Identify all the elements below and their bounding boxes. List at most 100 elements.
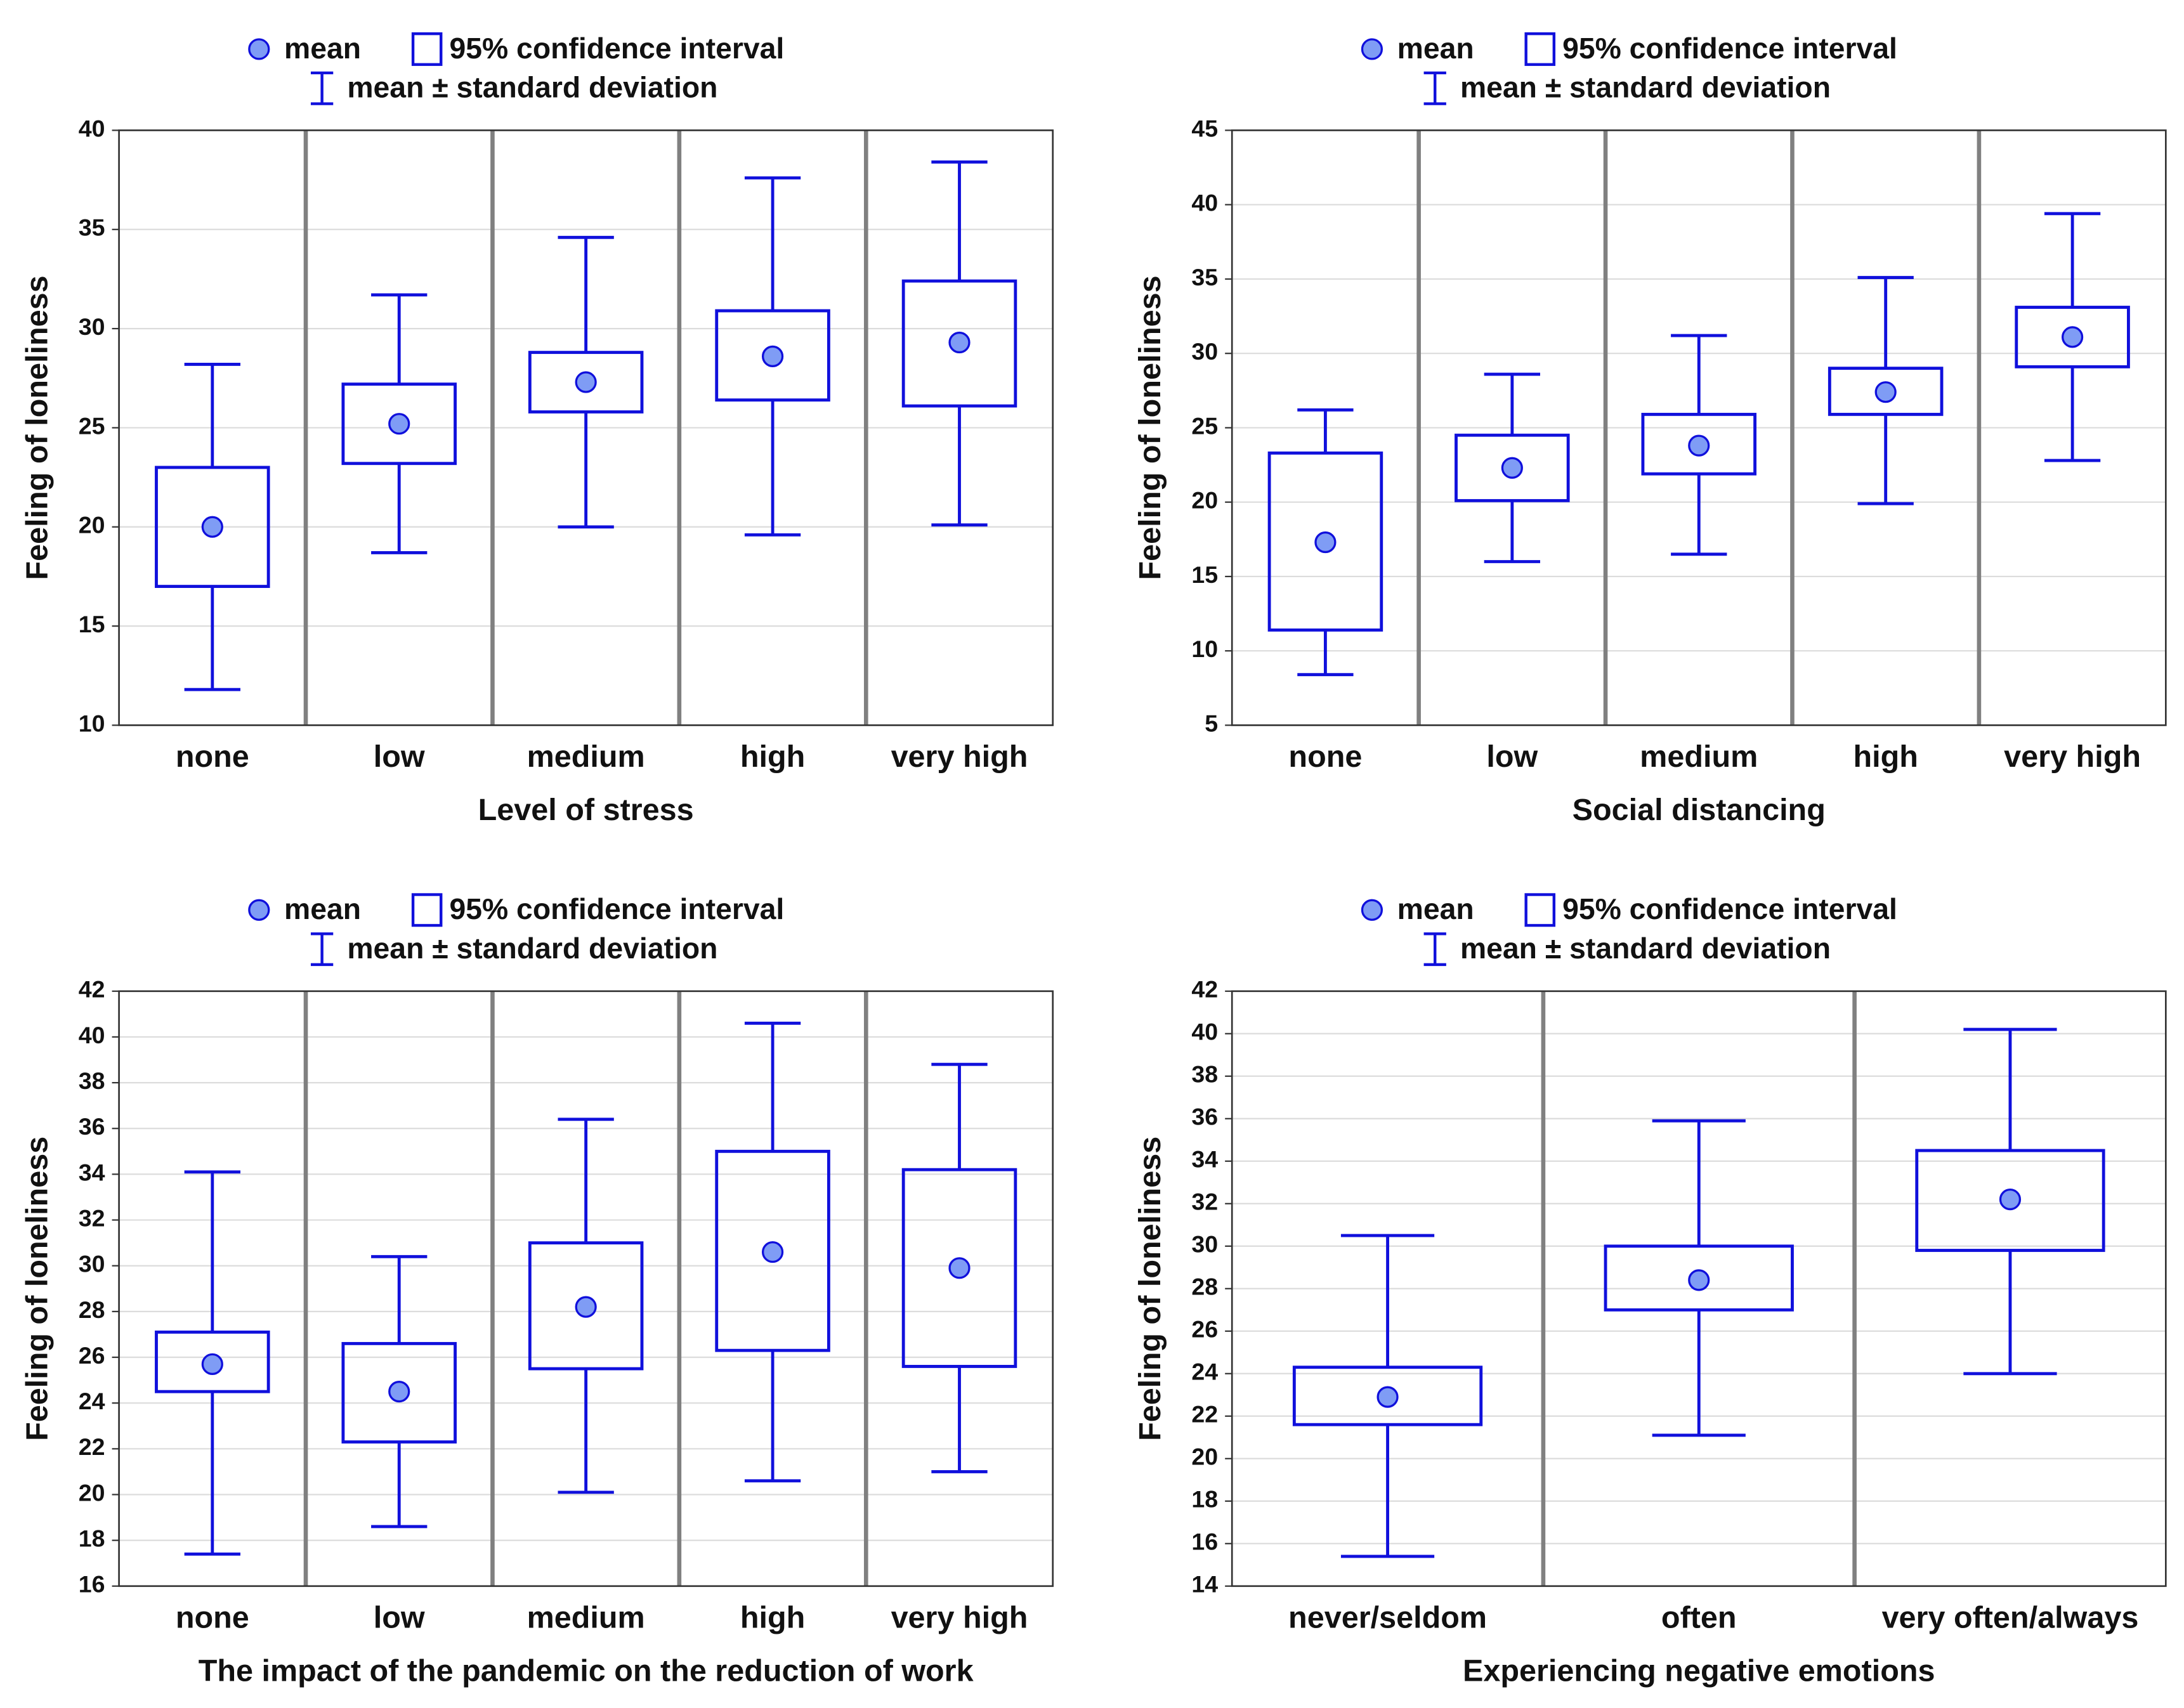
- legend-label: mean ± standard deviation: [347, 932, 717, 965]
- mean-marker: [1999, 1188, 2022, 1211]
- lower-whisker: [1652, 1310, 1746, 1437]
- y-tick-label: 18: [1191, 1486, 1218, 1513]
- x-tick-label: low: [1486, 740, 1538, 774]
- mean-marker: [761, 345, 784, 367]
- legend-label: mean: [1397, 892, 1474, 925]
- y-tick-label: 15: [1191, 561, 1218, 588]
- legend-sd-icon: [310, 932, 334, 967]
- x-tick-label: very often/always: [1882, 1601, 2139, 1635]
- lower-whisker: [931, 406, 988, 527]
- ci-box: [1915, 1149, 2105, 1252]
- x-tick-label: low: [374, 740, 425, 774]
- y-tick-label: 40: [79, 115, 105, 141]
- plot-frame: [1231, 990, 2167, 1587]
- upper-whisker: [931, 160, 988, 282]
- y-tick-label: 24: [79, 1388, 105, 1414]
- lower-whisker: [558, 412, 614, 529]
- y-tick-label: 22: [79, 1433, 105, 1460]
- x-tick-label: medium: [1640, 740, 1758, 774]
- mean-marker: [575, 371, 597, 393]
- lower-whisker: [1857, 414, 1914, 505]
- legend-label: 95% confidence interval: [449, 892, 784, 925]
- mean-marker: [1874, 381, 1897, 403]
- mean-marker: [201, 1353, 223, 1375]
- mean-marker: [575, 1296, 597, 1318]
- mean-marker: [1688, 434, 1710, 457]
- mean-marker: [388, 1381, 410, 1403]
- lower-whisker: [371, 463, 428, 554]
- y-tick-label: 45: [1191, 115, 1218, 141]
- legend-label: mean: [284, 32, 361, 65]
- x-tick-label: medium: [527, 740, 645, 774]
- lower-whisker: [1484, 500, 1540, 563]
- y-tick-label: 34: [79, 1159, 105, 1185]
- lower-whisker: [744, 400, 801, 537]
- y-tick-label: 20: [1191, 1444, 1218, 1470]
- legend-label: mean ± standard deviation: [347, 71, 717, 104]
- ci-box: [715, 1149, 830, 1352]
- y-tick-label: 30: [1191, 1231, 1218, 1258]
- mean-marker: [2061, 326, 2084, 348]
- upper-whisker: [2044, 212, 2101, 308]
- x-axis-label: Social distancing: [1573, 793, 1826, 827]
- y-tick-label: 32: [1191, 1189, 1218, 1215]
- chart-panel: mean 95% confidence interval mean ± standa…: [1133, 32, 2167, 827]
- ci-box: [1292, 1366, 1483, 1426]
- legend-ci-icon: [411, 893, 443, 927]
- ci-box: [901, 279, 1017, 408]
- ci-box: [1604, 1244, 1794, 1312]
- mean-marker: [1314, 531, 1337, 554]
- x-tick-label: none: [176, 740, 249, 774]
- y-tick-label: 25: [1191, 412, 1218, 439]
- legend-mean-icon: [1361, 38, 1383, 60]
- legend-label: 95% confidence interval: [1562, 892, 1897, 925]
- y-axis-label: Feeling of loneliness: [1133, 275, 1167, 580]
- x-tick-label: often: [1661, 1601, 1737, 1635]
- ci-box: [1455, 433, 1570, 502]
- ci-box: [1267, 451, 1383, 632]
- ci-box: [901, 1168, 1017, 1368]
- y-axis-label: Feeling of loneliness: [20, 1137, 55, 1441]
- y-tick-label: 42: [79, 976, 105, 1003]
- x-tick-label: very high: [2004, 740, 2141, 774]
- x-axis-label: Level of stress: [478, 793, 694, 827]
- ci-box: [528, 351, 644, 414]
- mean-marker: [201, 516, 223, 538]
- ci-box: [1828, 367, 1944, 416]
- y-tick-label: 30: [79, 1251, 105, 1277]
- x-axis-label: The impact of the pandemic on the reduct…: [199, 1653, 974, 1688]
- chart-panel: mean 95% confidence interval mean ± standa…: [1133, 892, 2167, 1688]
- legend-mean-icon: [248, 899, 270, 921]
- upper-whisker: [1671, 334, 1727, 415]
- x-tick-label: high: [740, 740, 805, 774]
- y-axis-label: Feeling of loneliness: [20, 275, 55, 580]
- plot-frame: [118, 129, 1054, 726]
- upper-whisker: [1484, 372, 1540, 436]
- upper-whisker: [1652, 1119, 1746, 1246]
- lower-whisker: [1671, 474, 1727, 556]
- y-tick-label: 14: [1191, 1571, 1218, 1598]
- y-tick-label: 40: [79, 1022, 105, 1048]
- x-tick-label: none: [1288, 740, 1362, 774]
- legend-ci-icon: [1524, 893, 1556, 927]
- lower-whisker: [1340, 1424, 1435, 1558]
- x-tick-label: none: [176, 1601, 249, 1635]
- mean-marker: [1376, 1386, 1399, 1408]
- lower-whisker: [184, 586, 240, 691]
- x-tick-label: low: [374, 1601, 425, 1635]
- mean-marker: [1501, 457, 1523, 479]
- y-tick-label: 35: [79, 214, 105, 241]
- y-tick-label: 40: [1191, 190, 1218, 216]
- y-tick-label: 28: [79, 1296, 105, 1323]
- y-tick-label: 16: [1191, 1529, 1218, 1555]
- y-tick-label: 30: [1191, 338, 1218, 365]
- legend-ci-icon: [1524, 32, 1556, 66]
- y-tick-label: 16: [79, 1571, 105, 1598]
- upper-whisker: [744, 176, 801, 311]
- x-axis-label: Experiencing negative emotions: [1463, 1653, 1935, 1688]
- ci-box: [715, 309, 830, 402]
- y-tick-label: 10: [1191, 636, 1218, 662]
- lower-whisker: [184, 1392, 240, 1556]
- plot-frame: [1231, 129, 2167, 726]
- mean-marker: [388, 413, 410, 435]
